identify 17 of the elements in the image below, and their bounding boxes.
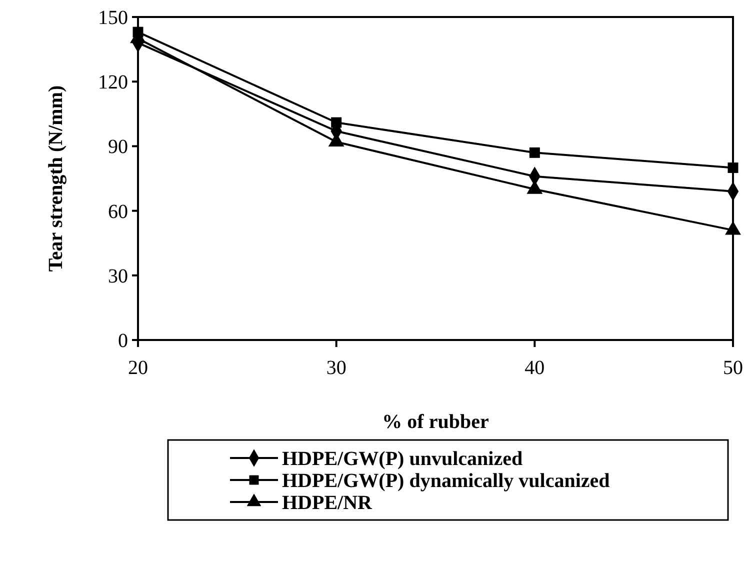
x-axis-title: % of rubber	[382, 411, 489, 433]
y-axis-title: Tear strength (N/mm)	[45, 85, 67, 272]
x-tick-label: 20	[128, 357, 148, 379]
y-tick-label: 90	[108, 136, 128, 158]
x-tick-label: 30	[326, 357, 346, 379]
y-tick-label: 0	[118, 330, 128, 352]
legend-label: HDPE/GW(P) unvulcanized	[282, 448, 523, 470]
point	[529, 147, 540, 158]
legend-label: HDPE/GW(P) dynamically vulcanized	[282, 470, 610, 492]
point	[728, 162, 738, 173]
x-tick-label: 50	[723, 357, 743, 379]
y-tick-label: 120	[98, 72, 128, 94]
y-tick-label: 30	[108, 265, 128, 288]
y-tick-label: 60	[108, 200, 128, 223]
y-tick-label: 150	[98, 7, 128, 29]
legend-label: HDPE/NR	[282, 492, 373, 514]
x-tick-label: 40	[524, 357, 545, 379]
